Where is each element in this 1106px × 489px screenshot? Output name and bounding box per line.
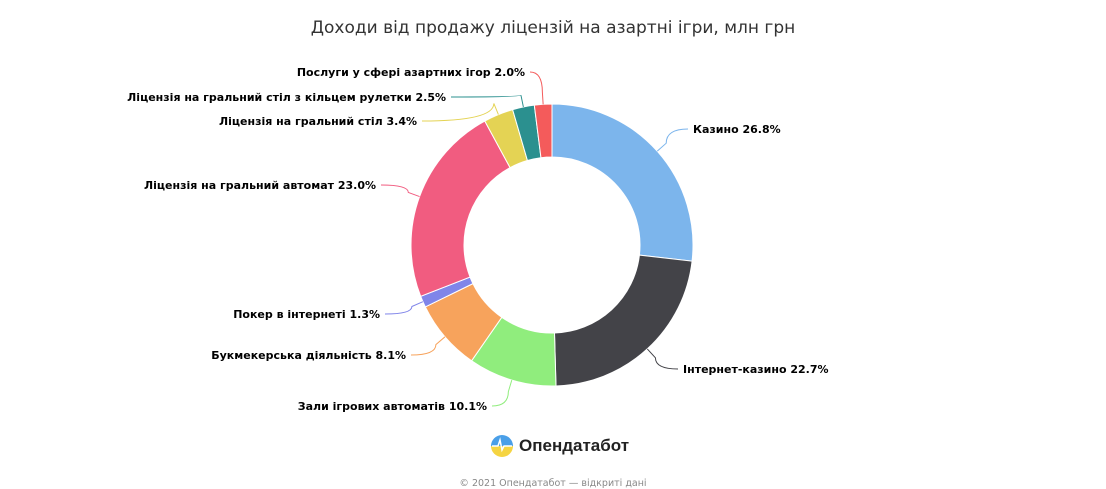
connector-5 — [380, 184, 420, 198]
data-label-3: Букмекерська діяльність 8.1% — [211, 349, 406, 362]
connector-1 — [646, 348, 679, 370]
connector-7 — [450, 94, 524, 108]
data-label-8: Послуги у сфері азартних ігор 2.0% — [297, 66, 525, 79]
chart-title: Доходи від продажу ліцензій на азартні і… — [310, 18, 796, 38]
data-label-6: Ліцензія на гральний стіл 3.4% — [219, 115, 417, 128]
logo-text: Опендатабот — [519, 436, 630, 455]
connector-3 — [410, 336, 446, 356]
data-label-2: Зали ігрових автоматів 10.1% — [298, 400, 487, 413]
data-label-5: Ліцензія на гральний автомат 23.0% — [144, 179, 376, 192]
slice-8[interactable] — [533, 103, 553, 159]
connector-6 — [421, 103, 499, 122]
logo-icon — [491, 435, 513, 457]
connector-8 — [529, 71, 544, 105]
connector-2 — [491, 379, 513, 407]
connector-0 — [656, 128, 689, 152]
footer-copyright: © 2021 Опендатабот — відкриті дані — [459, 478, 647, 489]
data-label-7: Ліцензія на гральний стіл з кільцем руле… — [127, 91, 446, 104]
slice-5[interactable] — [410, 120, 511, 297]
slice-1[interactable] — [553, 254, 693, 387]
data-label-0: Казино 26.8% — [693, 123, 781, 136]
opendatabot-logo[interactable]: Опендатабот — [490, 434, 629, 458]
data-label-4: Покер в інтернеті 1.3% — [233, 308, 380, 321]
connector-4 — [384, 301, 424, 315]
slice-0[interactable] — [551, 103, 694, 262]
data-label-1: Інтернет-казино 22.7% — [683, 363, 829, 376]
